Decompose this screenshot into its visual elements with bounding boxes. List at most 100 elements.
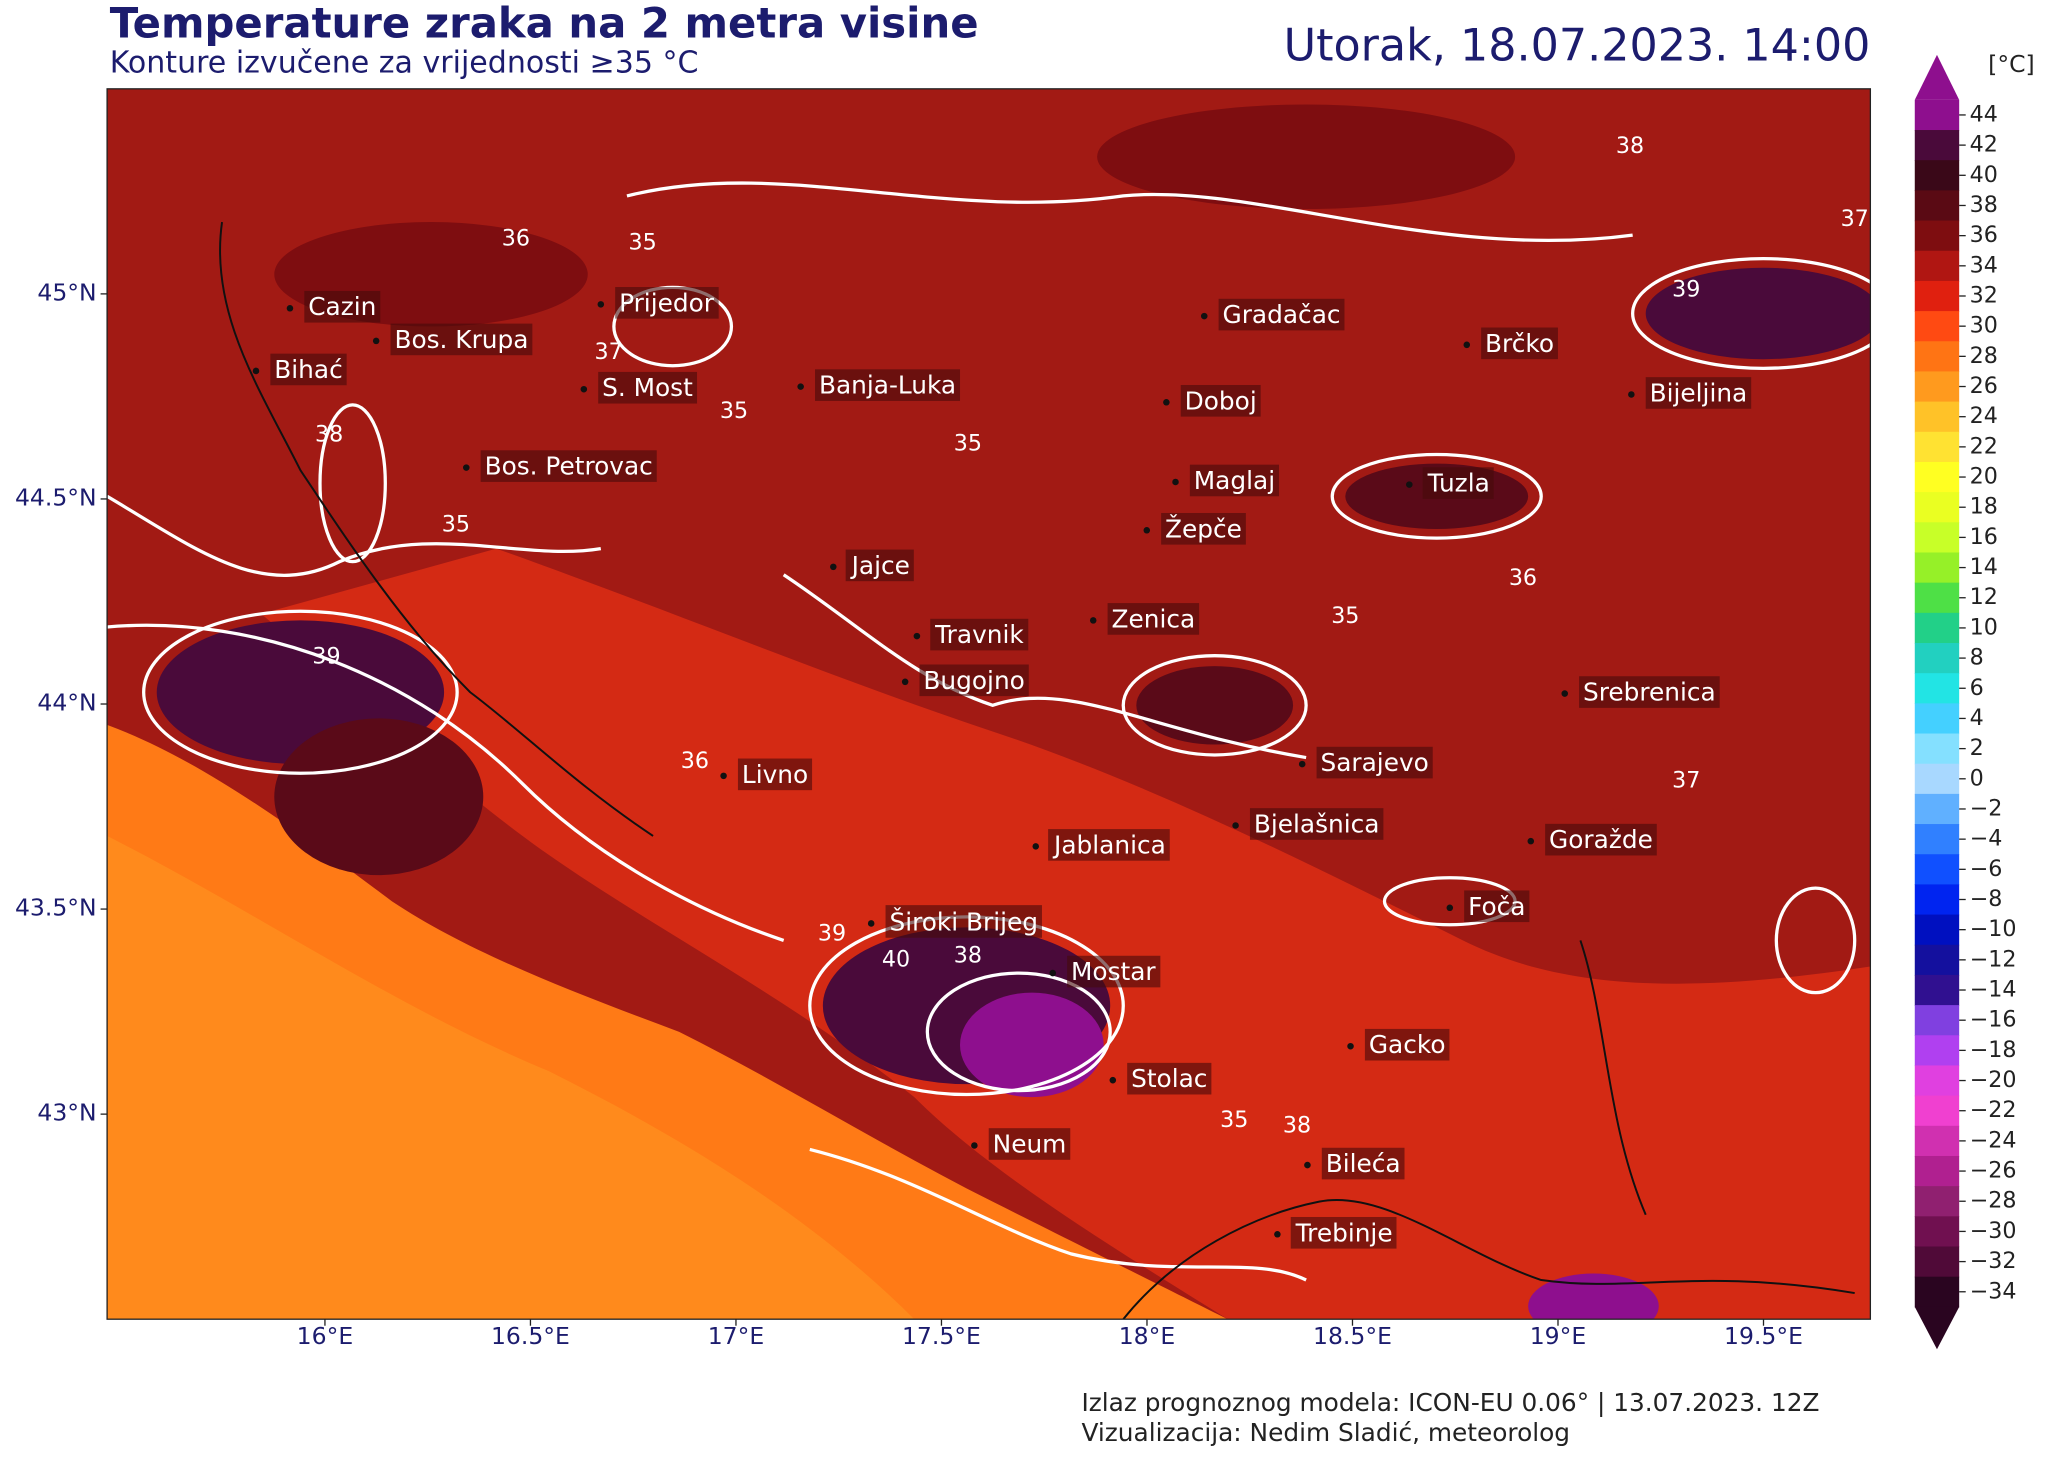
colorbar-band	[1914, 220, 1960, 252]
contour-label: 39	[1672, 276, 1700, 302]
city-label: Tuzla	[1427, 469, 1490, 498]
colorbar-band	[1914, 99, 1960, 131]
colorbar-tick-label: −34	[1970, 1278, 2017, 1304]
city: Jablanica	[1032, 829, 1170, 861]
city-label-bg	[737, 758, 813, 791]
city: Prijedor	[597, 287, 719, 319]
colorbar-band	[1914, 703, 1960, 735]
lon-tick-label: 16.5°E	[491, 1322, 570, 1350]
colorbar-tick-label: −16	[1970, 1007, 2017, 1033]
colorbar-band	[1914, 280, 1960, 312]
city-dot	[1274, 1231, 1281, 1238]
contour-label: 35	[954, 431, 982, 457]
city: Travnik	[913, 618, 1029, 651]
colorbar-band	[1914, 914, 1960, 946]
city: Cazin	[286, 290, 381, 323]
colorbar-band	[1914, 311, 1960, 342]
city-dot	[1406, 481, 1413, 488]
colorbar-tick-label: 14	[1970, 554, 1998, 580]
contour-label: 38	[1283, 1112, 1311, 1138]
colorbar-band	[1914, 1155, 1960, 1187]
colorbar-tick-label: −10	[1970, 916, 2017, 942]
lon-tick-label: 16°E	[297, 1322, 354, 1350]
colorbar-band	[1914, 1095, 1960, 1127]
colorbar-tick-label: 38	[1970, 192, 1998, 218]
city-label: Bijeljina	[1650, 378, 1748, 407]
city-dot	[720, 772, 727, 780]
colorbar-band	[1914, 612, 1960, 644]
city-label: Banja-Luka	[819, 371, 956, 400]
city-label-bg	[845, 549, 914, 582]
colorbar-tick-label: −8	[1970, 886, 2003, 912]
city-label: Bugojno	[923, 666, 1024, 695]
colorbar-tick-label: −20	[1970, 1067, 2017, 1093]
colorbar-tick-label: 4	[1970, 705, 1984, 731]
city-label: Široki Brijeg	[889, 906, 1038, 936]
city-dot	[1200, 312, 1208, 320]
city-label: Jablanica	[1052, 830, 1166, 859]
city-dot	[1561, 690, 1568, 697]
city-dot	[1232, 822, 1239, 829]
colorbar-tick-label: 30	[1970, 313, 1998, 339]
city-dot	[1446, 904, 1454, 912]
lat-tick-label: 44°N	[37, 689, 96, 717]
city-dot	[286, 304, 294, 312]
city-label-bg	[1249, 808, 1384, 840]
datetime: Utorak, 18.07.2023. 14:00	[1284, 20, 1871, 71]
colorbar-band	[1914, 552, 1960, 584]
city-label-bg	[270, 353, 347, 386]
colorbar-band	[1914, 492, 1960, 523]
colorbar-tick-label: 22	[1970, 433, 1998, 459]
city-dot	[1049, 969, 1056, 977]
city: Brčko	[1463, 327, 1558, 360]
city: Bugojno	[901, 664, 1029, 697]
lat-tick-label: 44.5°N	[15, 483, 97, 511]
contour-label: 35	[628, 229, 656, 255]
colorbar-tick-label: 26	[1970, 373, 1998, 399]
city: Mostar	[1049, 955, 1161, 988]
colorbar-band	[1914, 522, 1960, 554]
map-field	[107, 88, 1871, 1320]
colorbar-band	[1914, 1186, 1960, 1217]
city-label-bg	[1321, 1147, 1405, 1180]
contour-label: 38	[954, 943, 982, 969]
colorbar-extend-top	[1914, 54, 1960, 100]
colorbar-band	[1914, 824, 1960, 855]
lon-tick-label: 19°E	[1530, 1322, 1587, 1350]
colorbar-tick-label: 10	[1970, 614, 1998, 640]
contour-label: 35	[1331, 603, 1359, 629]
colorbar-band	[1914, 341, 1960, 373]
colorbar-tick-label: −18	[1970, 1037, 2017, 1063]
city-label-bg	[1180, 384, 1261, 417]
city: Foča	[1446, 890, 1530, 923]
city-label: Žepče	[1165, 514, 1242, 543]
city: Doboj	[1163, 384, 1261, 417]
city-label: Bos. Krupa	[394, 325, 528, 354]
city-label: Bileća	[1326, 1149, 1401, 1178]
colorbar-tick-label: −30	[1970, 1218, 2017, 1244]
colorbar-tick-label: 6	[1970, 675, 1984, 701]
city-label: Brčko	[1485, 329, 1554, 358]
lat-tick-label: 45°N	[37, 278, 96, 306]
colorbar-tick-label: −32	[1970, 1248, 2017, 1274]
city-dot	[913, 632, 921, 640]
colorbar-band	[1914, 1216, 1960, 1248]
city-label: Jajce	[850, 551, 910, 580]
city-dot	[372, 337, 380, 345]
city-dot	[867, 920, 875, 927]
colorbar-tick-label: −26	[1970, 1158, 2017, 1184]
subtitle: Konture izvučene za vrijednosti ≥35 °C	[110, 46, 699, 81]
colorbar-band	[1914, 371, 1960, 403]
colorbar-tick-label: 12	[1970, 584, 1998, 610]
colorbar-band	[1914, 401, 1960, 433]
city-label-bg	[1316, 746, 1433, 779]
city-label: Zenica	[1112, 604, 1196, 633]
city-label: Bihać	[274, 355, 342, 384]
city-dot	[1172, 478, 1179, 486]
city: Široki Brijeg	[867, 905, 1042, 938]
colorbar-band	[1914, 1005, 1960, 1036]
lon-tick-label: 17.5°E	[902, 1322, 981, 1350]
city-dot	[252, 367, 260, 375]
footer-model: Izlaz prognoznog modela: ICON-EU 0.06° |…	[1081, 1388, 1819, 1417]
